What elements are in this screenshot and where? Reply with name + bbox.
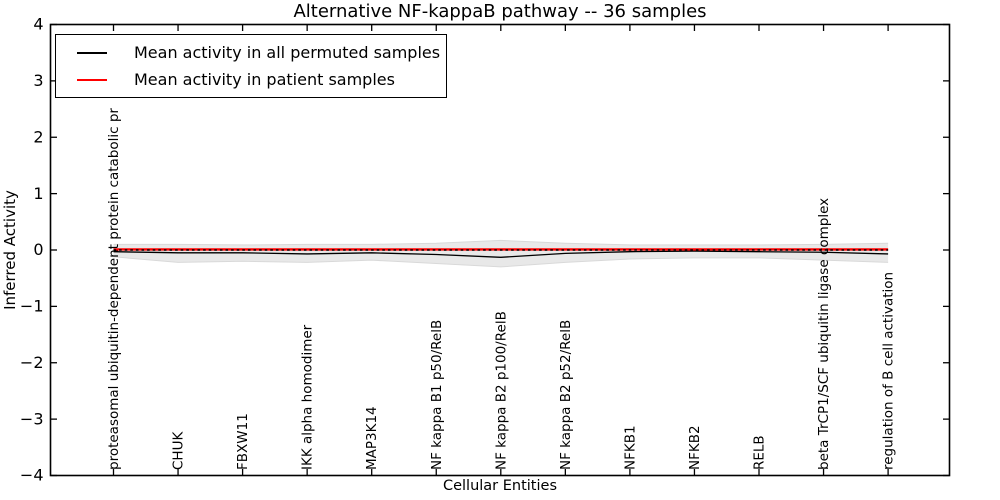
- x-tick-label: IKK alpha homodimer: [300, 324, 316, 470]
- y-tick-label: −4: [20, 466, 44, 485]
- x-axis-label: Cellular Entities: [442, 478, 558, 494]
- x-tick-label: regulation of B cell activation: [881, 272, 897, 470]
- legend-item-patient: Mean activity in patient samples: [77, 70, 446, 89]
- x-tick-label: MAP3K14: [364, 406, 380, 470]
- series-line-permuted: [113, 250, 889, 258]
- y-tick-label: −3: [20, 409, 44, 428]
- axis-ticks: [50, 23, 950, 477]
- band-lower-edge: [113, 256, 889, 268]
- legend-item-permuted: Mean activity in all permuted samples: [77, 43, 446, 62]
- y-axis-label: Inferred Activity: [1, 190, 19, 310]
- x-tick-label: NFKB1: [622, 425, 638, 470]
- x-tick-label: NF kappa B2 p100/RelB: [493, 311, 509, 470]
- band-upper-edge: [113, 239, 889, 246]
- legend-label-patient: Mean activity in patient samples: [134, 70, 395, 89]
- x-tick-label: NF kappa B2 p52/RelB: [558, 320, 574, 470]
- y-tick-label: 3: [33, 71, 43, 90]
- legend-line-red-icon: [77, 78, 107, 81]
- y-tick-label: −1: [20, 297, 44, 316]
- chart-title: Alternative NF-kappaB pathway -- 36 samp…: [293, 1, 707, 22]
- confidence-band: [113, 240, 889, 267]
- x-tick-label: NF kappa B1 p50/RelB: [429, 320, 445, 470]
- legend-line-black-icon: [77, 51, 107, 54]
- legend: Mean activity in all permuted samples Me…: [55, 34, 447, 98]
- x-tick-label: proteasomal ubiquitin-dependent protein …: [106, 108, 122, 470]
- y-tick-label: −2: [20, 353, 44, 372]
- y-tick-label: 1: [33, 184, 43, 203]
- x-tick-label: beta TrCP1/SCF ubiquitin ligase complex: [816, 198, 832, 470]
- y-tick-label: 0: [33, 240, 43, 259]
- legend-label-permuted: Mean activity in all permuted samples: [134, 43, 441, 62]
- x-tick-label: CHUK: [171, 431, 187, 470]
- y-tick-label: 2: [33, 127, 43, 146]
- x-tick-label: FBXW11: [235, 413, 251, 470]
- y-tick-label: 4: [33, 15, 43, 34]
- x-tick-label: NFKB2: [687, 425, 703, 470]
- x-tick-label: RELB: [752, 435, 768, 470]
